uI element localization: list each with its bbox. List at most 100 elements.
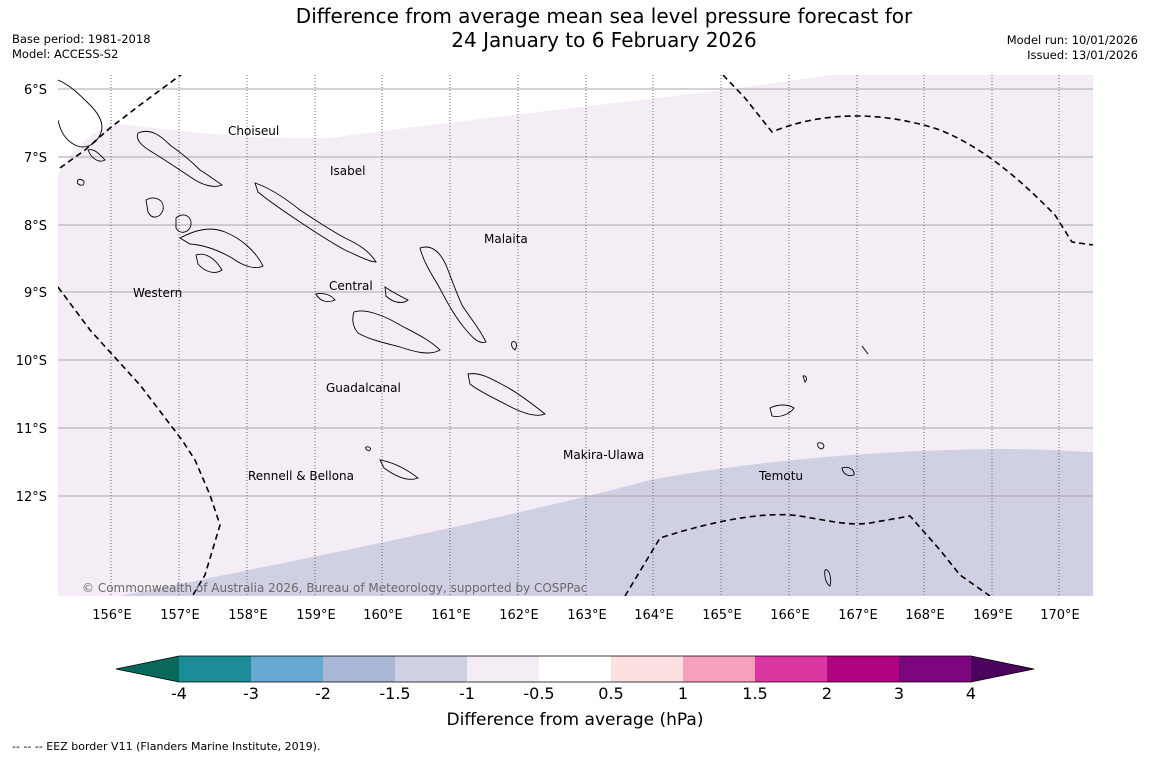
copyright-notice: © Commonwealth of Australia 2026, Bureau… [82,581,587,595]
vella-lavella-coast [145,197,164,218]
coastlines [58,79,869,587]
malaita-coast [419,246,487,343]
colorbar-tick: 4 [966,684,976,700]
white-anomaly-region [58,75,1093,175]
issued-date: Issued: 13/01/2026 [1027,48,1138,62]
colorbar-segment [899,656,971,682]
bougainville-coast [58,79,103,148]
lat-label: 11°S [16,422,47,437]
eez-border-png [59,75,182,169]
province-labels: Choiseul Isabel Malaita Western Central … [133,124,803,483]
label-guadalcanal: Guadalcanal [326,381,401,395]
colorbar-segment [827,656,899,682]
colorbar-segment [395,656,467,682]
lon-label: 160°E [363,608,403,623]
label-temotu: Temotu [758,469,803,483]
kolombangara-coast [175,214,192,233]
rendova-coast [195,253,223,273]
ontong-java-coast [861,345,869,355]
choiseul-coast [136,130,223,187]
ulawa-coast [511,341,517,351]
lat-label: 9°S [24,286,47,301]
label-rennell-bellona: Rennell & Bellona [248,469,354,483]
colorbar: -4 -3 -2 -1.5 -1 -0.5 0.5 1 1.5 2 3 4 [115,655,1035,700]
florida-islands-coast [384,286,409,303]
shortland-islands-coast [87,149,106,162]
colorbar-outline [115,655,1035,683]
lon-label: 163°E [567,608,607,623]
colorbar-tick: -2 [315,684,331,700]
label-western: Western [133,286,182,300]
colorbar-tick: 3 [894,684,904,700]
lon-label: 157°E [160,608,200,623]
colorbar-tick: 1.5 [742,684,767,700]
colorbar-tick: -1 [459,684,475,700]
lon-label: 162°E [499,608,539,623]
base-period: Base period: 1981-2018 [12,32,151,46]
map-area: Choiseul Isabel Malaita Western Central … [58,75,1093,596]
colorbar-segment [611,656,683,682]
eez-borders [58,75,1093,596]
eez-border-southwest [58,286,221,596]
lon-label: 159°E [296,608,336,623]
colorbar-tick: -4 [171,684,187,700]
title-line-2: 24 January to 6 February 2026 [451,28,757,52]
reef-islands-coast [802,375,807,383]
duff-islands-coast [841,466,855,477]
colorbar-title: Difference from average (hPa) [446,710,704,730]
lon-label: 161°E [431,608,471,623]
meta-left: Base period: 1981-2018 Model: ACCESS-S2 [12,32,151,62]
santa-cruz-coast [769,404,795,417]
model-run: Model run: 10/01/2026 [1006,33,1138,47]
lon-label: 165°E [702,608,742,623]
lat-label: 7°S [24,151,47,166]
tinakula-coast [817,442,825,450]
latitude-gridlines [58,88,1093,497]
colorbar-upper-extension [971,656,1034,682]
lat-label: 10°S [16,354,47,369]
lon-label: 169°E [973,608,1013,623]
lon-label: 167°E [838,608,878,623]
makira-coast [467,373,546,416]
colorbar-segment [179,656,251,682]
colorbar-ticks: -4 -3 -2 -1.5 -1 -0.5 0.5 1 1.5 2 3 4 [171,684,976,700]
lat-label: 12°S [16,490,47,505]
blue-grey-anomaly-region [120,449,1093,596]
lon-label: 164°E [634,608,674,623]
label-choiseul: Choiseul [228,124,279,138]
colorbar-segment [683,656,755,682]
lon-label: 166°E [770,608,810,623]
lon-label: 168°E [905,608,945,623]
colorbar-lower-extension [116,656,179,682]
label-makira-ulawa: Makira-Ulawa [563,448,644,462]
lon-label: 170°E [1040,608,1080,623]
eez-border-northeast [722,75,1093,246]
colorbar-segment [755,656,827,682]
lat-label: 8°S [24,219,47,234]
colorbar-tick: -3 [243,684,259,700]
map-title: Difference from average mean sea level p… [0,4,1150,52]
rennell-coast [379,459,419,480]
colorbar-segment [539,656,611,682]
new-georgia-coast [179,228,264,269]
label-central: Central [329,279,373,293]
colorbar-segment [251,656,323,682]
vanikoro-coast [824,569,832,587]
russell-islands-coast [315,293,336,302]
lon-label: 156°E [92,608,132,623]
eez-footnote: -- -- -- EEZ border V11 (Flanders Marine… [12,740,321,753]
label-isabel: Isabel [330,164,365,178]
colorbar-tick: -1.5 [379,684,410,700]
latitude-labels: 6°S 7°S 8°S 9°S 10°S 11°S 12°S [16,83,47,505]
colorbar-segment [467,656,539,682]
lat-label: 6°S [24,83,47,98]
title-line-1: Difference from average mean sea level p… [295,4,913,28]
map-figure: Choiseul Isabel Malaita Western Central … [16,75,1093,700]
isabel-coast [254,182,377,263]
label-malaita: Malaita [484,232,528,246]
model-name: Model: ACCESS-S2 [12,47,119,61]
colorbar-segment [323,656,395,682]
colorbar-tick: -0.5 [523,684,554,700]
eez-border-southeast [624,513,991,596]
islet-coast [76,179,85,186]
